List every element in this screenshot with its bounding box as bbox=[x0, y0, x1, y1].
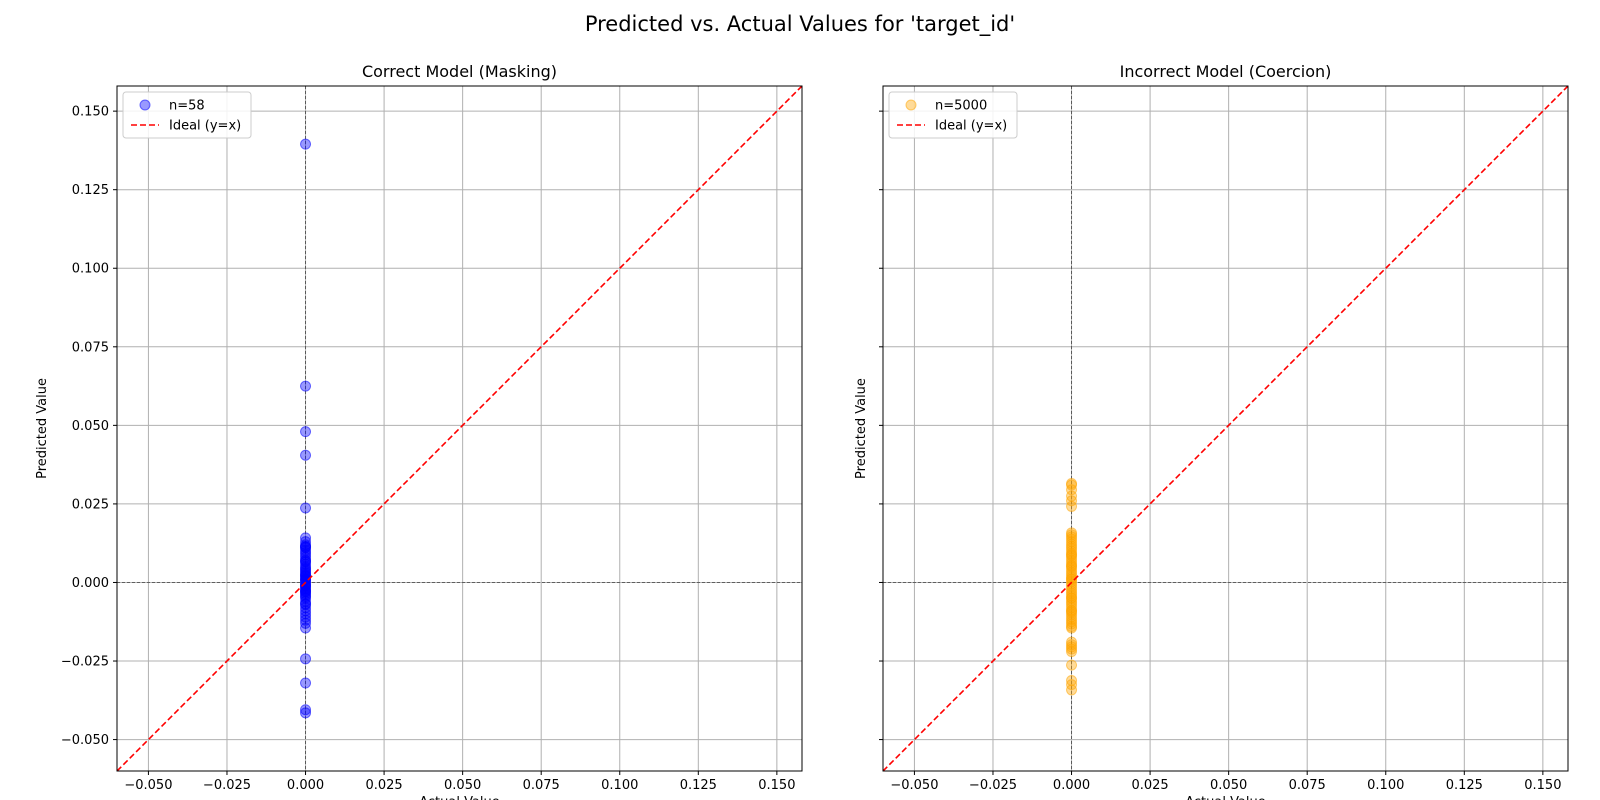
y-tick-label: 0.025 bbox=[72, 497, 109, 512]
legend: n=5000 Ideal (y=x) bbox=[888, 91, 1018, 139]
scatter-point bbox=[1066, 684, 1078, 696]
y-tick-label: 0.000 bbox=[72, 576, 109, 591]
x-tick-label: 0.000 bbox=[287, 778, 324, 793]
scatter-point bbox=[1066, 622, 1078, 634]
scatter-point bbox=[300, 449, 312, 461]
x-axis-label: Actual Value bbox=[419, 795, 500, 800]
scatter-point bbox=[300, 540, 312, 552]
scatter-point bbox=[1066, 605, 1078, 617]
x-tick-label: −0.025 bbox=[203, 778, 251, 793]
legend-label-line: Ideal (y=x) bbox=[935, 119, 1007, 134]
scatter-point bbox=[300, 502, 312, 514]
x-tick-label: 0.050 bbox=[444, 778, 481, 793]
plot-area bbox=[883, 86, 1568, 771]
legend-label-scatter: n=58 bbox=[169, 99, 205, 114]
x-tick-label: 0.000 bbox=[1053, 778, 1090, 793]
legend: n=58 Ideal (y=x) bbox=[122, 91, 252, 139]
legend-marker-scatter bbox=[905, 99, 917, 111]
scatter-point bbox=[1066, 500, 1078, 512]
grid bbox=[117, 86, 802, 771]
subplot-correct-model: −0.050 −0.025 0.000 0.025 0.050 0.075 0.100 0.1… bbox=[35, 62, 803, 800]
plot-marks bbox=[883, 86, 1568, 771]
scatter-point bbox=[300, 653, 312, 665]
plot-area bbox=[117, 86, 802, 771]
scatter-point bbox=[300, 380, 312, 392]
plot-marks bbox=[117, 86, 802, 771]
legend-marker-scatter bbox=[139, 99, 151, 111]
y-tick-label: 0.050 bbox=[72, 419, 109, 434]
scatter-point bbox=[300, 555, 312, 567]
scatter-point bbox=[300, 138, 312, 150]
axes-frame bbox=[882, 85, 1569, 772]
scatter-point bbox=[1066, 549, 1078, 561]
scatter-point bbox=[1066, 646, 1078, 658]
y-axis-label: Predicted Value bbox=[854, 378, 869, 479]
x-tick-label: −0.050 bbox=[890, 778, 938, 793]
y-tick-label: −0.025 bbox=[61, 655, 109, 670]
scatter-point bbox=[1066, 560, 1078, 572]
legend-box bbox=[122, 91, 252, 139]
y-tick-label: 0.150 bbox=[72, 105, 109, 120]
figure-title: Predicted vs. Actual Values for 'target_… bbox=[585, 12, 1015, 37]
scatter-point bbox=[1066, 675, 1078, 687]
scatter-point bbox=[300, 598, 312, 610]
scatter-point bbox=[1066, 592, 1078, 604]
subplot-incorrect-model: −0.050 −0.025 0.000 0.025 0.050 0.075 0.100 0.1… bbox=[854, 62, 1569, 800]
scatter-point bbox=[300, 707, 312, 719]
x-tick-label: 0.100 bbox=[1367, 778, 1404, 793]
y-tick-label: −0.050 bbox=[61, 733, 109, 748]
y-tick-label: 0.075 bbox=[72, 340, 109, 355]
x-tick-label: 0.050 bbox=[1210, 778, 1247, 793]
x-tick-label: 0.150 bbox=[1524, 778, 1561, 793]
scatter-point bbox=[300, 426, 312, 438]
y-tick-label: 0.125 bbox=[72, 183, 109, 198]
axes-frame bbox=[116, 85, 803, 772]
x-tick-label: 0.075 bbox=[523, 778, 560, 793]
x-tick-label: 0.100 bbox=[601, 778, 638, 793]
x-tick-label: 0.125 bbox=[680, 778, 717, 793]
scatter-point bbox=[1066, 618, 1078, 630]
scatter-point bbox=[1066, 495, 1078, 507]
subplot-title: Correct Model (Masking) bbox=[362, 62, 557, 81]
scatter-point bbox=[300, 704, 312, 716]
x-tick-label: 0.125 bbox=[1446, 778, 1483, 793]
x-tick-label: 0.150 bbox=[758, 778, 795, 793]
x-tick-label: 0.025 bbox=[365, 778, 402, 793]
x-tick-label: 0.075 bbox=[1289, 778, 1326, 793]
scatter-point bbox=[300, 585, 312, 597]
legend-box bbox=[888, 91, 1018, 139]
x-axis-label: Actual Value bbox=[1185, 795, 1266, 800]
y-tick-label: 0.100 bbox=[72, 262, 109, 277]
scatter-point bbox=[300, 614, 312, 626]
subplot-title: Incorrect Model (Coercion) bbox=[1120, 62, 1332, 81]
x-tick-label: −0.050 bbox=[124, 778, 172, 793]
scatter-point bbox=[1066, 643, 1078, 655]
scatter-point bbox=[300, 574, 312, 586]
legend-label-line: Ideal (y=x) bbox=[169, 119, 241, 134]
x-tick-label: 0.025 bbox=[1131, 778, 1168, 793]
scatter-point bbox=[300, 622, 312, 634]
scatter-point bbox=[1066, 659, 1078, 671]
scatter-point bbox=[300, 580, 312, 592]
scatter-point bbox=[300, 677, 312, 689]
legend-label-scatter: n=5000 bbox=[935, 99, 987, 114]
scatter-point bbox=[1066, 573, 1078, 585]
y-axis-label: Predicted Value bbox=[35, 378, 50, 479]
x-tick-label: −0.025 bbox=[969, 778, 1017, 793]
